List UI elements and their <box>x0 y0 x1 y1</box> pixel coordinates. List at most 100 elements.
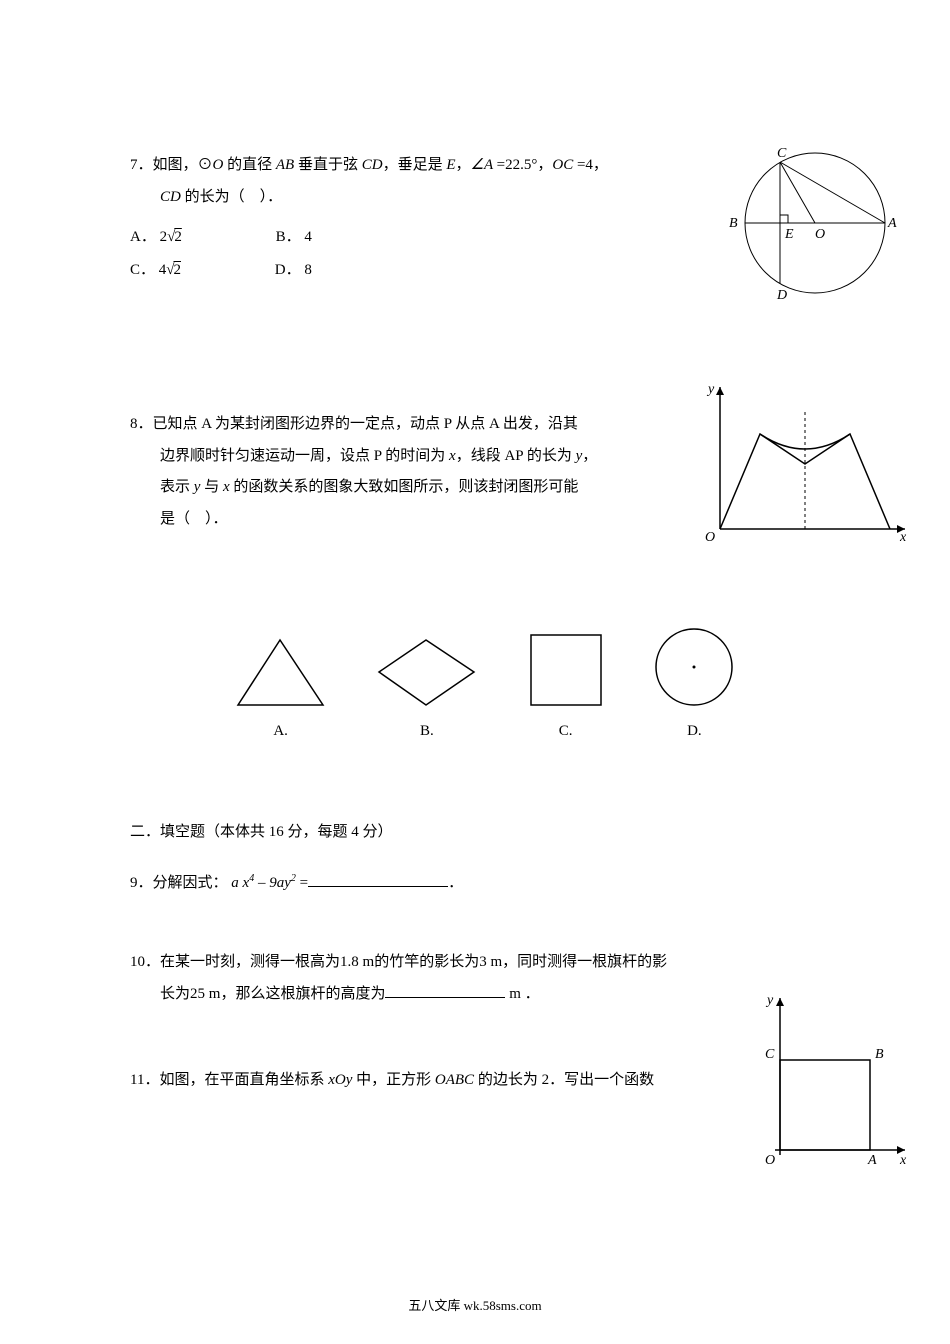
q7-fig-e: E <box>784 227 794 242</box>
q8-optd-label: D. <box>652 723 737 740</box>
q7-optc-sqrt: 2 <box>173 262 182 278</box>
q8-line2a: 边界顺时针匀速运动一周，设点 P 的时间为 <box>160 448 445 464</box>
q7-number: 7． <box>130 157 153 173</box>
q11-tb: 中，正方形 <box>352 1072 435 1088</box>
q7-var-ab: AB <box>276 157 294 173</box>
question-10: 10．在某一时刻，测得一根高为1.8 m的竹竿的影长为3 m，同时测得一根旗杆的… <box>130 947 820 1010</box>
q7-val: 22.5° <box>505 157 537 173</box>
q7-opt-b: B． 4 <box>276 225 312 246</box>
q10-ta: 在某一时刻，测得一根高为 <box>160 954 340 970</box>
q8-line4: 是（ ）． <box>160 511 228 527</box>
q10-blank <box>385 983 505 998</box>
q11-number: 11． <box>130 1072 159 1088</box>
q10-number: 10． <box>130 954 160 970</box>
q11-fig-o: O <box>765 1153 775 1168</box>
q8-line2b: ，线段 AP 的长为 <box>456 448 572 464</box>
q8-options-row: A. B. C. D. <box>210 625 760 740</box>
q8-fig-x: x <box>899 530 907 544</box>
q10-unit: m ． <box>509 986 539 1002</box>
q9-minus: – <box>254 875 269 891</box>
question-11: 11．如图，在平面直角坐标系 xOy 中，正方形 OABC 的边长为 2．写出一… <box>130 1065 820 1097</box>
q11-text: 11．如图，在平面直角坐标系 xOy 中，正方形 OABC 的边长为 2．写出一… <box>130 1065 820 1097</box>
q8-fig-o: O <box>705 530 715 544</box>
q7-t1d: ，垂足是 <box>383 157 447 173</box>
q7-opta-val: 2 <box>160 229 168 245</box>
q8-line1: 已知点 A 为某封闭图形边界的一定点，动点 P 从点 A 出发，沿其 <box>153 416 578 432</box>
q7-opt-a: A． 22 <box>130 225 182 246</box>
q8-number: 8． <box>130 416 153 432</box>
q7-fig-d: D <box>776 288 787 300</box>
q9-exprb: 9ay <box>269 875 291 891</box>
q8-var-x2: x <box>223 479 230 495</box>
q7-ocval: 4 <box>585 157 593 173</box>
q8-line3c: 的函数关系的图象大致如图所示，则该封闭图形可能 <box>230 479 579 495</box>
q10-te: ，那么这根旗杆的高度为 <box>220 986 385 1002</box>
q8-fig-y: y <box>706 382 715 397</box>
q9-period: ． <box>448 875 463 891</box>
q7-optc-label: C． <box>130 262 155 278</box>
q7-var-e: E <box>446 157 455 173</box>
q11-fig-b: B <box>875 1047 884 1062</box>
q7-optb-val: 4 <box>304 229 312 245</box>
q7-t2a: 的长为（ ）． <box>181 189 282 205</box>
q7-fig-o: O <box>815 227 825 242</box>
q7-var-cd2: CD <box>160 189 181 205</box>
q7-fig-a: A <box>887 216 897 231</box>
q9-blank <box>308 872 448 887</box>
q11-fig-c: C <box>765 1047 775 1062</box>
q8-line3b: 与 <box>200 479 223 495</box>
q7-optd-label: D． <box>275 262 301 278</box>
q11-fig-a: A <box>867 1153 877 1168</box>
q7-opt-d: D． 8 <box>275 258 312 279</box>
q11-fig-x: x <box>899 1153 907 1168</box>
q8-figure: O x y <box>700 379 915 549</box>
q7-text: 7．如图，⊙O 的直径 AB 垂直于弦 CD，垂足是 E，∠A =22.5°，O… <box>130 150 820 213</box>
q7-t1a: 如图，⊙ <box>153 157 213 173</box>
q7-options-cd: C． 42 D． 8 <box>130 258 820 279</box>
q9-ta: 分解因式： <box>153 875 228 891</box>
q7-opta-label: A． <box>130 229 156 245</box>
q8-opta-label: A. <box>233 723 328 740</box>
q8-opt-a: A. <box>233 635 328 740</box>
q8-opt-d: D. <box>652 625 737 740</box>
q7-t1e: ， <box>456 157 471 173</box>
section-2-title: 二．填空题（本体共 16 分，每题 4 分） <box>130 820 820 841</box>
footer-text: 五八文库 wk.58sms.com <box>408 1298 541 1313</box>
question-7: 7．如图，⊙O 的直径 AB 垂直于弦 CD，垂足是 E，∠A =22.5°，O… <box>130 150 820 279</box>
q7-opt-c: C． 42 <box>130 258 181 279</box>
q7-comma2: ， <box>593 157 608 173</box>
q11-fig-y: y <box>765 993 774 1008</box>
q7-fig-c: C <box>777 146 787 161</box>
q7-opta-sqrt: 2 <box>173 229 182 245</box>
q7-eq: = <box>497 157 505 173</box>
q9-number: 9． <box>130 875 153 891</box>
q7-var-o: O <box>213 157 224 173</box>
sqrt-icon <box>166 262 172 278</box>
page-footer: 五八文库 wk.58sms.com <box>0 1295 950 1314</box>
section2-text: 二．填空题（本体共 16 分，每题 4 分） <box>130 824 393 840</box>
q7-figure: C D B A E O <box>725 145 900 305</box>
q7-fig-b: B <box>729 216 738 231</box>
q7-comma: ， <box>537 157 552 173</box>
q11-xoy: xOy <box>328 1072 352 1088</box>
q8-line2c: ， <box>582 448 597 464</box>
q11-val: 2 <box>542 1072 550 1088</box>
q10-v3: 25 m <box>190 986 220 1002</box>
q11-ta: 如图，在平面直角坐标系 <box>159 1072 328 1088</box>
q10-tb: 的竹竿的影长为 <box>374 954 479 970</box>
q7-t1b: 的直径 <box>223 157 276 173</box>
q7-angle: ∠A <box>471 157 497 173</box>
q10-v2: 3 m <box>479 954 502 970</box>
q11-figure: O A x B C y <box>755 990 915 1175</box>
q8-optc-label: C. <box>526 723 606 740</box>
q8-optb-label: B. <box>374 723 479 740</box>
q8-line3a: 表示 <box>160 479 194 495</box>
q11-tc: 的边长为 <box>474 1072 538 1088</box>
q8-var-x: x <box>449 448 456 464</box>
q10-td: 长为 <box>160 986 190 1002</box>
q7-optd-val: 8 <box>304 262 312 278</box>
q11-td: ．写出一个函数 <box>549 1072 654 1088</box>
q10-v1: 1.8 m <box>340 954 374 970</box>
q9-eq: = <box>296 875 308 891</box>
q11-oabc: OABC <box>435 1072 474 1088</box>
